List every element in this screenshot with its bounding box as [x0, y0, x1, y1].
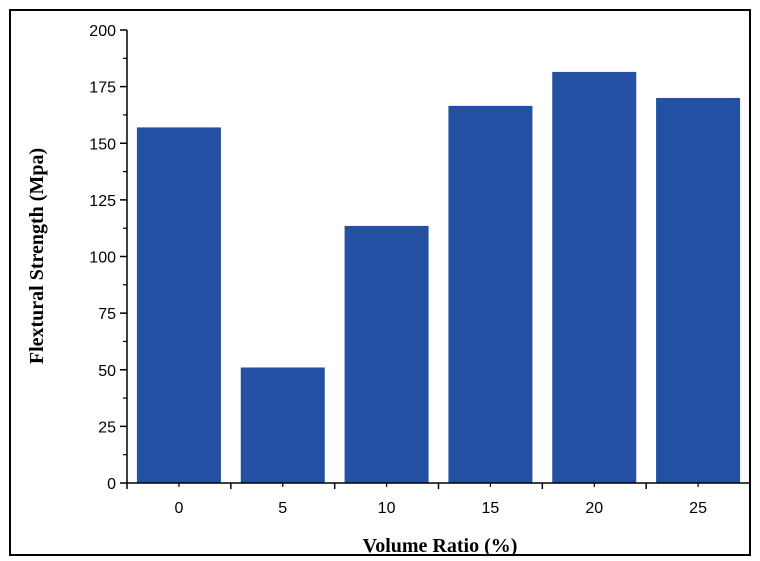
- bar-15: [448, 105, 533, 483]
- y-axis-title: Flextural Strength (Mpa): [26, 148, 48, 364]
- x-tick-label: 25: [689, 500, 707, 517]
- tick-labels: 0 25 50 75 100 125 150 175 200 0 5 10 15 20 25: [89, 23, 707, 517]
- x-tick-label: 20: [585, 500, 603, 517]
- y-tick-label: 100: [89, 250, 116, 267]
- x-tick-label: 0: [174, 500, 183, 517]
- y-tick-label: 25: [98, 419, 116, 436]
- x-tick-label: 10: [378, 500, 396, 517]
- x-axis-title: Volume Ratio (%): [363, 535, 518, 557]
- plot-frame: [9, 9, 751, 556]
- y-tick-label: 125: [89, 193, 116, 210]
- y-tick-label: 0: [107, 476, 116, 493]
- bar-10: [344, 225, 429, 484]
- x-tick-label: 15: [482, 500, 500, 517]
- bar-series: [136, 71, 741, 484]
- bar-20: [552, 71, 637, 483]
- y-tick-label: 50: [98, 363, 116, 380]
- y-tick-label: 175: [89, 80, 116, 97]
- y-tick-label: 200: [89, 23, 116, 40]
- axes: [120, 29, 751, 489]
- y-tick-label: 150: [89, 136, 116, 153]
- bar-0: [136, 127, 221, 484]
- bar-5: [240, 367, 325, 483]
- bar-25: [656, 97, 741, 483]
- y-tick-label: 75: [98, 306, 116, 323]
- x-tick-label: 5: [278, 500, 287, 517]
